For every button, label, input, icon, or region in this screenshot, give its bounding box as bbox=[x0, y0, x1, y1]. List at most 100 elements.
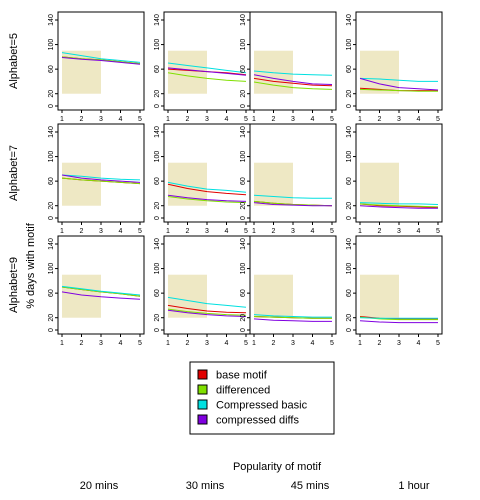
x-tick-label-r1c1: 4 bbox=[119, 116, 123, 123]
y-tick-label-r1c1: 20 bbox=[48, 90, 55, 98]
y-tick-label-r3c3: 0 bbox=[240, 328, 247, 332]
y-tick-label-r2c1: 140 bbox=[48, 126, 55, 138]
x-tick-label-r2c1: 4 bbox=[119, 228, 123, 235]
y-tick-label-r3c1: 140 bbox=[48, 238, 55, 250]
x-tick-label-r2c2: 3 bbox=[205, 228, 209, 235]
x-tick-label-r2c3: 4 bbox=[311, 228, 315, 235]
series-line-r1c3-s1 bbox=[253, 77, 333, 87]
y-tick-label-r2c3: 140 bbox=[240, 126, 247, 138]
y-tick-label-r1c3: 20 bbox=[240, 90, 247, 98]
x-tick-label-r2c3: 5 bbox=[330, 228, 334, 235]
x-tick-label-r2c2: 4 bbox=[225, 228, 229, 235]
y-tick-label-r2c2: 100 bbox=[154, 151, 161, 163]
x-tick-label-r3c2: 4 bbox=[225, 340, 229, 347]
series-line-r3c2-s4 bbox=[167, 309, 247, 317]
y-tick-label-r2c3: 60 bbox=[240, 177, 247, 185]
x-tick-label-r1c2: 1 bbox=[166, 116, 170, 123]
x-tick-label-r2c1: 5 bbox=[138, 228, 142, 235]
y-tick-label-r1c2: 140 bbox=[154, 14, 161, 26]
y-tick-label-r2c2: 20 bbox=[154, 202, 161, 210]
x-tick-label-r2c2: 5 bbox=[244, 228, 248, 235]
y-tick-label-r2c4: 100 bbox=[346, 151, 353, 163]
series-line-r3c2-s3 bbox=[167, 296, 247, 308]
y-tick-label-r1c4: 0 bbox=[346, 104, 353, 108]
series-line-r1c4-s2 bbox=[359, 88, 438, 92]
y-axis-label: % days with motif bbox=[25, 222, 37, 309]
y-tick-label-r1c3: 60 bbox=[240, 65, 247, 73]
legend-label-1: base motif bbox=[216, 370, 268, 382]
x-tick-label-r2c1: 1 bbox=[60, 228, 64, 235]
x-tick-label-r1c1: 2 bbox=[80, 116, 84, 123]
legend-swatch-4 bbox=[197, 414, 208, 425]
series-line-r2c3-s3 bbox=[253, 194, 332, 199]
x-tick-label-r3c1: 1 bbox=[60, 340, 64, 347]
x-tick-label-r2c3: 3 bbox=[291, 228, 295, 235]
series-line-r1c4-s3 bbox=[359, 77, 438, 82]
series-line-r2c4-s2 bbox=[359, 203, 439, 208]
x-tick-label-r2c4: 3 bbox=[397, 228, 401, 235]
series-line-r3c2-s1 bbox=[167, 304, 247, 314]
series-line-r2c2-s4 bbox=[167, 194, 247, 202]
highlight-region-r2c1 bbox=[62, 162, 101, 206]
row-label-1: Alphabet=5 bbox=[8, 33, 20, 89]
y-tick-label-r3c3: 100 bbox=[240, 263, 247, 275]
x-tick-label-r2c3: 1 bbox=[252, 228, 256, 235]
y-tick-label-r1c1: 60 bbox=[48, 65, 55, 73]
y-tick-label-r3c3: 60 bbox=[240, 289, 247, 297]
y-tick-label-r2c2: 140 bbox=[154, 126, 161, 138]
series-line-r3c1-s4 bbox=[61, 291, 141, 300]
y-tick-label-r3c4: 100 bbox=[346, 263, 353, 275]
y-tick-label-r1c2: 100 bbox=[154, 39, 161, 51]
y-tick-label-r2c1: 100 bbox=[48, 151, 55, 163]
series-line-r2c1-s2 bbox=[61, 177, 141, 185]
y-tick-label-r2c3: 0 bbox=[240, 216, 247, 220]
x-tick-label-r1c3: 3 bbox=[291, 116, 295, 123]
series-line-r3c4-s3 bbox=[359, 317, 438, 319]
y-tick-label-r3c4: 140 bbox=[346, 238, 353, 250]
y-tick-label-r1c4: 100 bbox=[346, 39, 353, 51]
x-tick-label-r3c1: 5 bbox=[138, 340, 142, 347]
series-line-r2c1-s4 bbox=[61, 174, 141, 183]
highlight-region-r2c3 bbox=[254, 162, 293, 206]
highlight-region-r1c2 bbox=[168, 50, 207, 94]
x-tick-label-r2c4: 5 bbox=[436, 228, 440, 235]
x-tick-label-r3c4: 5 bbox=[436, 340, 440, 347]
x-tick-label-r1c1: 1 bbox=[60, 116, 64, 123]
x-tick-label-r3c4: 2 bbox=[378, 340, 382, 347]
y-tick-label-r3c1: 100 bbox=[48, 263, 55, 275]
series-line-r2c3-s4 bbox=[253, 202, 332, 207]
legend-swatch-2 bbox=[197, 384, 208, 395]
series-line-r3c3-s4 bbox=[253, 318, 332, 322]
y-tick-label-r2c1: 0 bbox=[48, 216, 55, 220]
legend-swatch-1 bbox=[197, 369, 208, 380]
y-tick-label-r3c2: 20 bbox=[154, 314, 161, 322]
series-line-r2c2-s2 bbox=[167, 196, 247, 204]
y-tick-label-r3c2: 0 bbox=[154, 328, 161, 332]
y-tick-label-r2c3: 20 bbox=[240, 202, 247, 210]
y-tick-label-r2c2: 60 bbox=[154, 177, 161, 185]
y-tick-label-r1c2: 60 bbox=[154, 65, 161, 73]
x-tick-label-r3c2: 1 bbox=[166, 340, 170, 347]
y-tick-label-r2c4: 0 bbox=[346, 216, 353, 220]
y-tick-label-r1c3: 140 bbox=[240, 14, 247, 26]
y-tick-label-r1c3: 100 bbox=[240, 39, 247, 51]
y-tick-label-r3c1: 20 bbox=[48, 314, 55, 322]
series-line-r2c4-s4 bbox=[359, 205, 438, 209]
y-tick-label-r2c4: 140 bbox=[346, 126, 353, 138]
x-tick-label-r1c3: 5 bbox=[330, 116, 334, 123]
series-line-r1c2-s3 bbox=[167, 62, 247, 74]
x-tick-label-r2c1: 2 bbox=[80, 228, 84, 235]
series-line-r1c3-s4 bbox=[253, 74, 333, 85]
x-tick-label-r3c2: 2 bbox=[186, 340, 190, 347]
y-tick-label-r3c2: 60 bbox=[154, 289, 161, 297]
column-label-1: 20 mins bbox=[80, 480, 119, 492]
series-line-r3c4-s4 bbox=[359, 320, 438, 324]
series-line-r2c2-s1 bbox=[167, 183, 247, 196]
x-tick-label-r1c4: 4 bbox=[417, 116, 421, 123]
series-line-r1c2-s2 bbox=[167, 72, 247, 82]
legend-label-3: Compressed basic bbox=[216, 400, 308, 412]
series-line-r2c4-s3 bbox=[359, 202, 439, 205]
column-label-2: 30 mins bbox=[186, 480, 225, 492]
x-tick-label-r1c3: 1 bbox=[252, 116, 256, 123]
